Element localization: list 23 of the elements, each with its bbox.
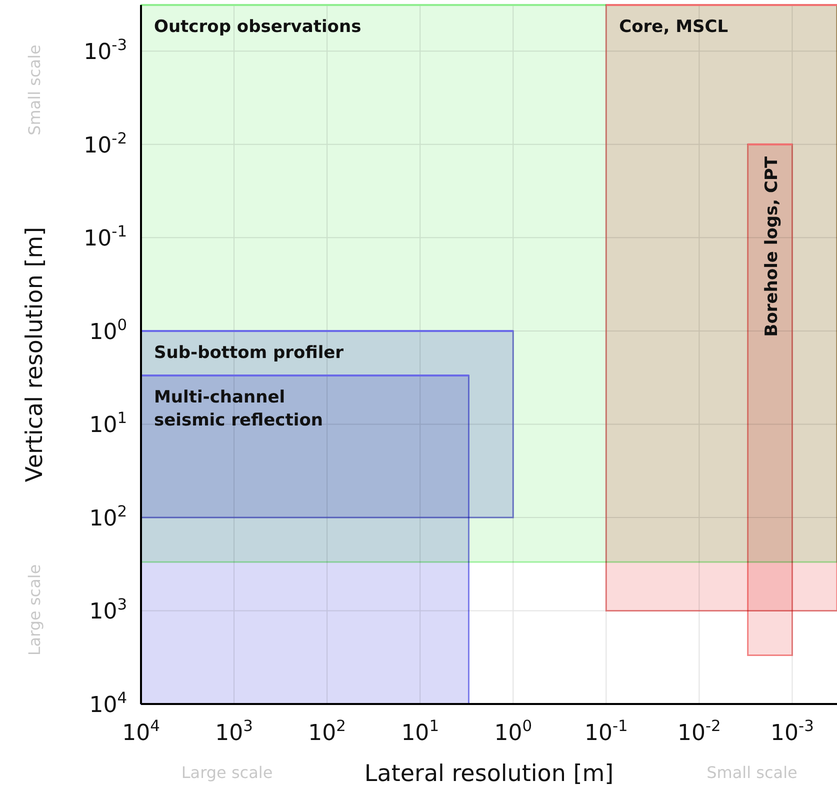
y-tick-label: 10$^{0}$ [89, 316, 127, 345]
y-tick-label: 10$^{2}$ [89, 502, 127, 532]
series-label: Multi-channel seismic reflection [154, 387, 323, 430]
series-label: Outcrop observations [154, 17, 362, 37]
x-tick-label: 10$^{1}$ [401, 717, 439, 746]
y-axis-title: Vertical resolution [m] [22, 226, 48, 482]
x-tick-label: 10$^{-2}$ [678, 717, 721, 746]
x-tick-label: 10$^{-3}$ [770, 717, 814, 746]
x-tick-label: 10$^{0}$ [494, 717, 532, 746]
x-tick-label: 10$^{3}$ [215, 717, 253, 746]
x-tick-label: 10$^{4}$ [122, 717, 160, 746]
x-tick-label: 10$^{2}$ [308, 717, 346, 746]
y-tick-label: 10$^{3}$ [89, 596, 127, 625]
y-tick-label: 10$^{4}$ [89, 689, 127, 718]
text: Borehole logs, CPT [762, 156, 782, 337]
y-tick-label: 10$^{1}$ [89, 409, 127, 438]
y-tick-label: 10$^{-2}$ [84, 129, 127, 158]
x-axis-title: Lateral resolution [m] [364, 761, 614, 785]
x-tick-label: 10$^{-1}$ [584, 717, 628, 746]
y-tick-label: 10$^{-3}$ [84, 36, 127, 66]
series-label: Core, MSCL [619, 17, 728, 37]
y-tick-label: 10$^{-1}$ [84, 222, 127, 252]
series-label: Sub-bottom profiler [154, 342, 344, 363]
